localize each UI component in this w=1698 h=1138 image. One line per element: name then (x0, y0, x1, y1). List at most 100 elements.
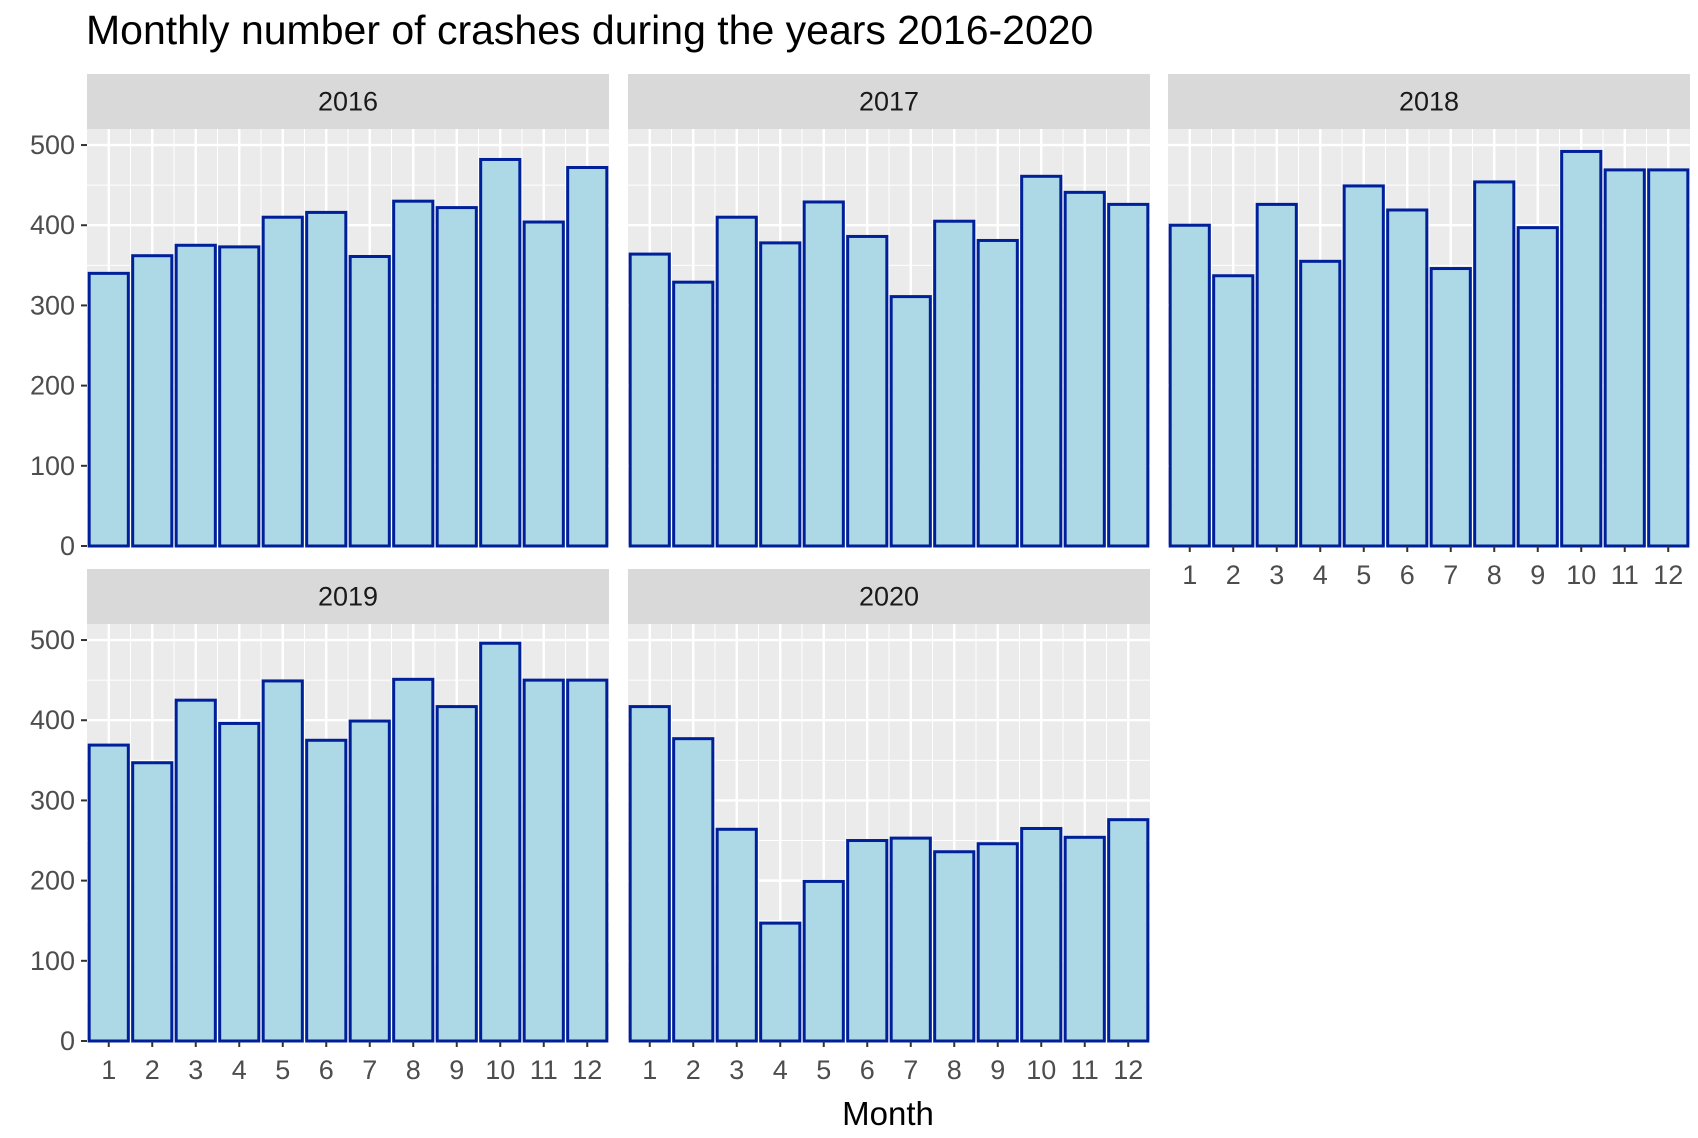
x-tick-label: 8 (406, 1055, 421, 1085)
x-tick-label: 2 (1226, 560, 1241, 590)
bar-2020-3 (715, 827, 758, 1043)
bar-2020-5 (802, 879, 845, 1043)
bar-2020-4 (759, 921, 802, 1043)
x-tick-label: 12 (1113, 1055, 1143, 1085)
bar-2016-2 (131, 254, 174, 548)
y-tick-label: 300 (30, 290, 75, 320)
x-tick-label: 12 (1653, 560, 1683, 590)
strip-label-2020: 2020 (859, 582, 919, 612)
strip-background (1168, 74, 1690, 129)
bar-2018-9 (1516, 226, 1559, 548)
bar-2016-9 (435, 206, 478, 548)
bar-2020-9 (976, 842, 1019, 1043)
bar-2018-7 (1429, 267, 1472, 548)
bar-2020-6 (846, 839, 889, 1043)
y-tick-label: 200 (30, 866, 75, 896)
y-tick-label: 300 (30, 785, 75, 815)
x-tick-label: 11 (1611, 560, 1639, 590)
y-tick-label: 100 (30, 451, 75, 481)
x-tick-label: 12 (572, 1055, 602, 1085)
bar-2020-12 (1107, 818, 1150, 1043)
x-tick-label: 9 (990, 1055, 1005, 1085)
y-tick-label: 200 (30, 371, 75, 401)
bar-2016-6 (305, 210, 348, 548)
x-tick-label: 7 (362, 1055, 377, 1085)
bar-2017-3 (715, 215, 758, 548)
strip-background (87, 74, 609, 129)
bar-2017-2 (672, 280, 715, 548)
x-tick-label: 5 (816, 1055, 831, 1085)
x-tick-label: 11 (1071, 1055, 1099, 1085)
bar-2019-6 (305, 738, 348, 1043)
panel-2016: 2016 0 100 200 300 400 500 (30, 74, 609, 561)
x-tick-label: 10 (485, 1055, 515, 1085)
bar-2018-11 (1603, 168, 1646, 548)
x-tick-label: 6 (319, 1055, 334, 1085)
bar-2019-5 (261, 679, 304, 1043)
chart-title: Monthly number of crashes during the yea… (86, 7, 1093, 53)
bar-2019-2 (131, 761, 174, 1043)
x-tick-label: 6 (1400, 560, 1415, 590)
x-tick-label: 2 (686, 1055, 701, 1085)
bar-2019-10 (479, 641, 522, 1043)
strip-label-2016: 2016 (318, 87, 378, 117)
bar-2016-11 (522, 220, 565, 548)
x-tick-label: 1 (642, 1055, 657, 1085)
bar-2018-12 (1647, 168, 1690, 548)
bar-2018-8 (1473, 180, 1516, 548)
panel-2017: 2017 (628, 74, 1150, 548)
bar-2018-2 (1212, 274, 1255, 548)
bar-2017-12 (1107, 202, 1150, 548)
x-tick-label: 4 (232, 1055, 247, 1085)
y-tick-label: 0 (60, 1026, 75, 1056)
bar-2016-3 (174, 243, 217, 548)
bar-2017-11 (1063, 190, 1106, 548)
strip-label-2018: 2018 (1399, 87, 1459, 117)
bar-2018-5 (1342, 184, 1385, 548)
y-tick-label: 400 (30, 705, 75, 735)
bar-2016-4 (218, 245, 261, 548)
x-tick-label: 8 (947, 1055, 962, 1085)
bar-2017-9 (976, 238, 1019, 548)
x-tick-label: 6 (860, 1055, 875, 1085)
bar-2016-5 (261, 215, 304, 548)
bar-2017-10 (1020, 174, 1063, 548)
x-tick-label: 4 (773, 1055, 788, 1085)
y-tick-label: 500 (30, 130, 75, 160)
bar-2016-1 (87, 271, 130, 548)
x-tick-label: 3 (188, 1055, 203, 1085)
bar-2018-1 (1168, 223, 1211, 548)
x-tick-label: 2 (145, 1055, 160, 1085)
bar-2019-11 (522, 678, 565, 1043)
x-tick-label: 10 (1026, 1055, 1056, 1085)
y-tick-label: 0 (60, 531, 75, 561)
bar-2016-8 (392, 199, 435, 548)
x-tick-label: 7 (903, 1055, 918, 1085)
bar-2020-7 (889, 836, 932, 1043)
bar-2018-3 (1255, 202, 1298, 548)
x-tick-label: 9 (449, 1055, 464, 1085)
x-tick-label: 5 (1356, 560, 1371, 590)
bar-2019-7 (348, 719, 391, 1043)
bar-2018-6 (1386, 208, 1429, 548)
bar-2018-4 (1299, 259, 1342, 548)
strip-background (628, 74, 1150, 129)
bar-2019-8 (392, 677, 435, 1043)
bar-2019-12 (566, 678, 609, 1043)
bar-2016-7 (348, 255, 391, 548)
bar-2019-3 (174, 698, 217, 1043)
x-tick-label: 3 (1269, 560, 1284, 590)
bar-2017-5 (802, 200, 845, 548)
bar-2020-11 (1063, 835, 1106, 1043)
bar-2020-1 (628, 705, 671, 1043)
strip-label-2019: 2019 (318, 582, 378, 612)
x-tick-label: 1 (1182, 560, 1197, 590)
bar-2017-1 (628, 252, 671, 548)
x-tick-label: 5 (275, 1055, 290, 1085)
x-tick-label: 4 (1313, 560, 1328, 590)
strip-background (87, 569, 609, 624)
